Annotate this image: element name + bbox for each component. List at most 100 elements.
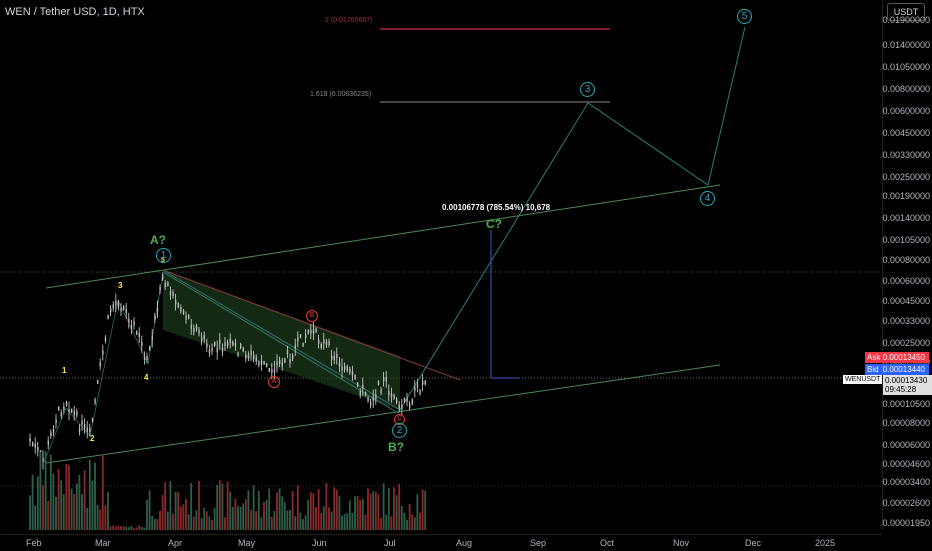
volume-bar: [94, 462, 96, 530]
candle-body: [193, 328, 195, 333]
candle-body: [151, 336, 153, 341]
candle-body: [351, 371, 354, 376]
price-axis-label: 0.01050000: [882, 62, 930, 72]
correction-upper-line: [162, 269, 461, 381]
volume-series: [29, 450, 427, 530]
candle-body: [146, 356, 148, 361]
candle-body: [133, 321, 135, 326]
candle-body: [123, 305, 125, 310]
candle-body: [128, 318, 130, 323]
volume-bar: [29, 495, 31, 530]
volume-bar: [299, 512, 302, 530]
price-axis-label: 0.00002600: [882, 498, 930, 508]
candle-body: [346, 366, 348, 371]
candle-body: [414, 386, 416, 391]
candle-body: [403, 398, 406, 403]
candle-body: [325, 341, 328, 346]
price-axis-label: 0.00060000: [882, 276, 930, 286]
volume-bar: [374, 491, 377, 530]
volume-bar: [177, 491, 180, 530]
candle-body: [112, 304, 114, 309]
volume-bar: [424, 490, 427, 530]
price-axis-label: 0.00140000: [882, 213, 930, 223]
candle-body: [125, 308, 127, 313]
candle-body: [385, 377, 387, 382]
volume-bar: [307, 500, 310, 530]
volume-bar: [291, 491, 294, 530]
volume-bar: [226, 482, 229, 530]
volume-bar: [320, 512, 323, 530]
price-axis-label: 0.00190000: [882, 191, 930, 201]
fib-label-1618: 1.618 (0.00636235): [310, 91, 372, 98]
candle-body: [299, 334, 302, 339]
time-axis[interactable]: Feb Mar Apr May Jun Jul Aug Sep Oct Nov Dec 2025: [0, 534, 882, 551]
currency-button[interactable]: USDT: [887, 3, 925, 21]
candle-body: [419, 390, 421, 395]
volume-bar: [96, 504, 99, 530]
candle-body: [349, 368, 351, 373]
volume-bar: [195, 510, 198, 530]
candle-body: [341, 366, 343, 371]
volume-bar: [229, 491, 232, 530]
volume-bar: [312, 493, 315, 530]
red-wave-b: B: [306, 310, 318, 322]
candle-body: [71, 408, 73, 413]
volume-bar: [78, 474, 81, 530]
candle-body: [89, 428, 91, 433]
bid-tag: Bid 0.00013440: [865, 364, 929, 375]
candle-body: [141, 342, 143, 347]
subwave-path: [43, 271, 164, 463]
candle-body: [328, 341, 330, 346]
volume-bar: [395, 495, 398, 530]
candle-body: [359, 391, 361, 396]
correction-diagonal: [162, 269, 401, 411]
volume-bar: [387, 487, 390, 530]
candle-body: [221, 347, 224, 352]
volume-bar: [372, 491, 375, 530]
volume-bar: [250, 509, 252, 530]
candle-body: [390, 393, 393, 398]
time-axis-label: May: [238, 538, 256, 548]
price-axis-label: 0.00008000: [882, 418, 930, 428]
volume-bar: [221, 483, 224, 530]
candle-body: [65, 401, 68, 406]
price-chart[interactable]: [0, 0, 882, 534]
candle-body: [258, 361, 260, 366]
candle-body: [263, 360, 265, 365]
candle-body: [331, 355, 333, 360]
volume-bar: [164, 482, 167, 530]
volume-bar: [114, 526, 117, 530]
price-axis-label: 0.01900000: [882, 15, 930, 25]
candle-body: [380, 389, 382, 394]
candle-body: [276, 361, 278, 366]
candle-body: [393, 394, 395, 399]
volume-bar: [138, 525, 141, 530]
price-axis[interactable]: 0.01900000 0.01400000 0.01050000 0.00800000…: [882, 0, 932, 530]
candle-body: [227, 342, 229, 347]
volume-bar: [81, 494, 83, 530]
volume-bar: [247, 490, 250, 530]
price-axis-label: 0.01400000: [882, 40, 930, 50]
volume-bar: [348, 500, 351, 530]
candle-body: [190, 324, 192, 329]
candle-body: [234, 342, 237, 347]
candle-body: [115, 300, 117, 305]
volume-bar: [408, 503, 411, 530]
volume-bar: [125, 526, 128, 530]
volume-bar: [151, 515, 154, 530]
volume-bar: [44, 450, 47, 530]
candle-body: [107, 314, 109, 319]
candle-body: [99, 362, 101, 367]
candle-body: [401, 405, 403, 410]
candle-body: [286, 350, 289, 355]
symbol-tag: WENUSDT: [843, 375, 883, 384]
candle-body: [47, 440, 49, 445]
candle-body: [185, 315, 187, 320]
candle-body: [318, 339, 320, 344]
volume-bar: [213, 507, 216, 530]
volume-bar: [148, 490, 151, 530]
volume-bar: [120, 526, 122, 530]
candle-body: [292, 355, 294, 360]
candle-body: [370, 401, 372, 406]
volume-bar: [104, 505, 107, 530]
